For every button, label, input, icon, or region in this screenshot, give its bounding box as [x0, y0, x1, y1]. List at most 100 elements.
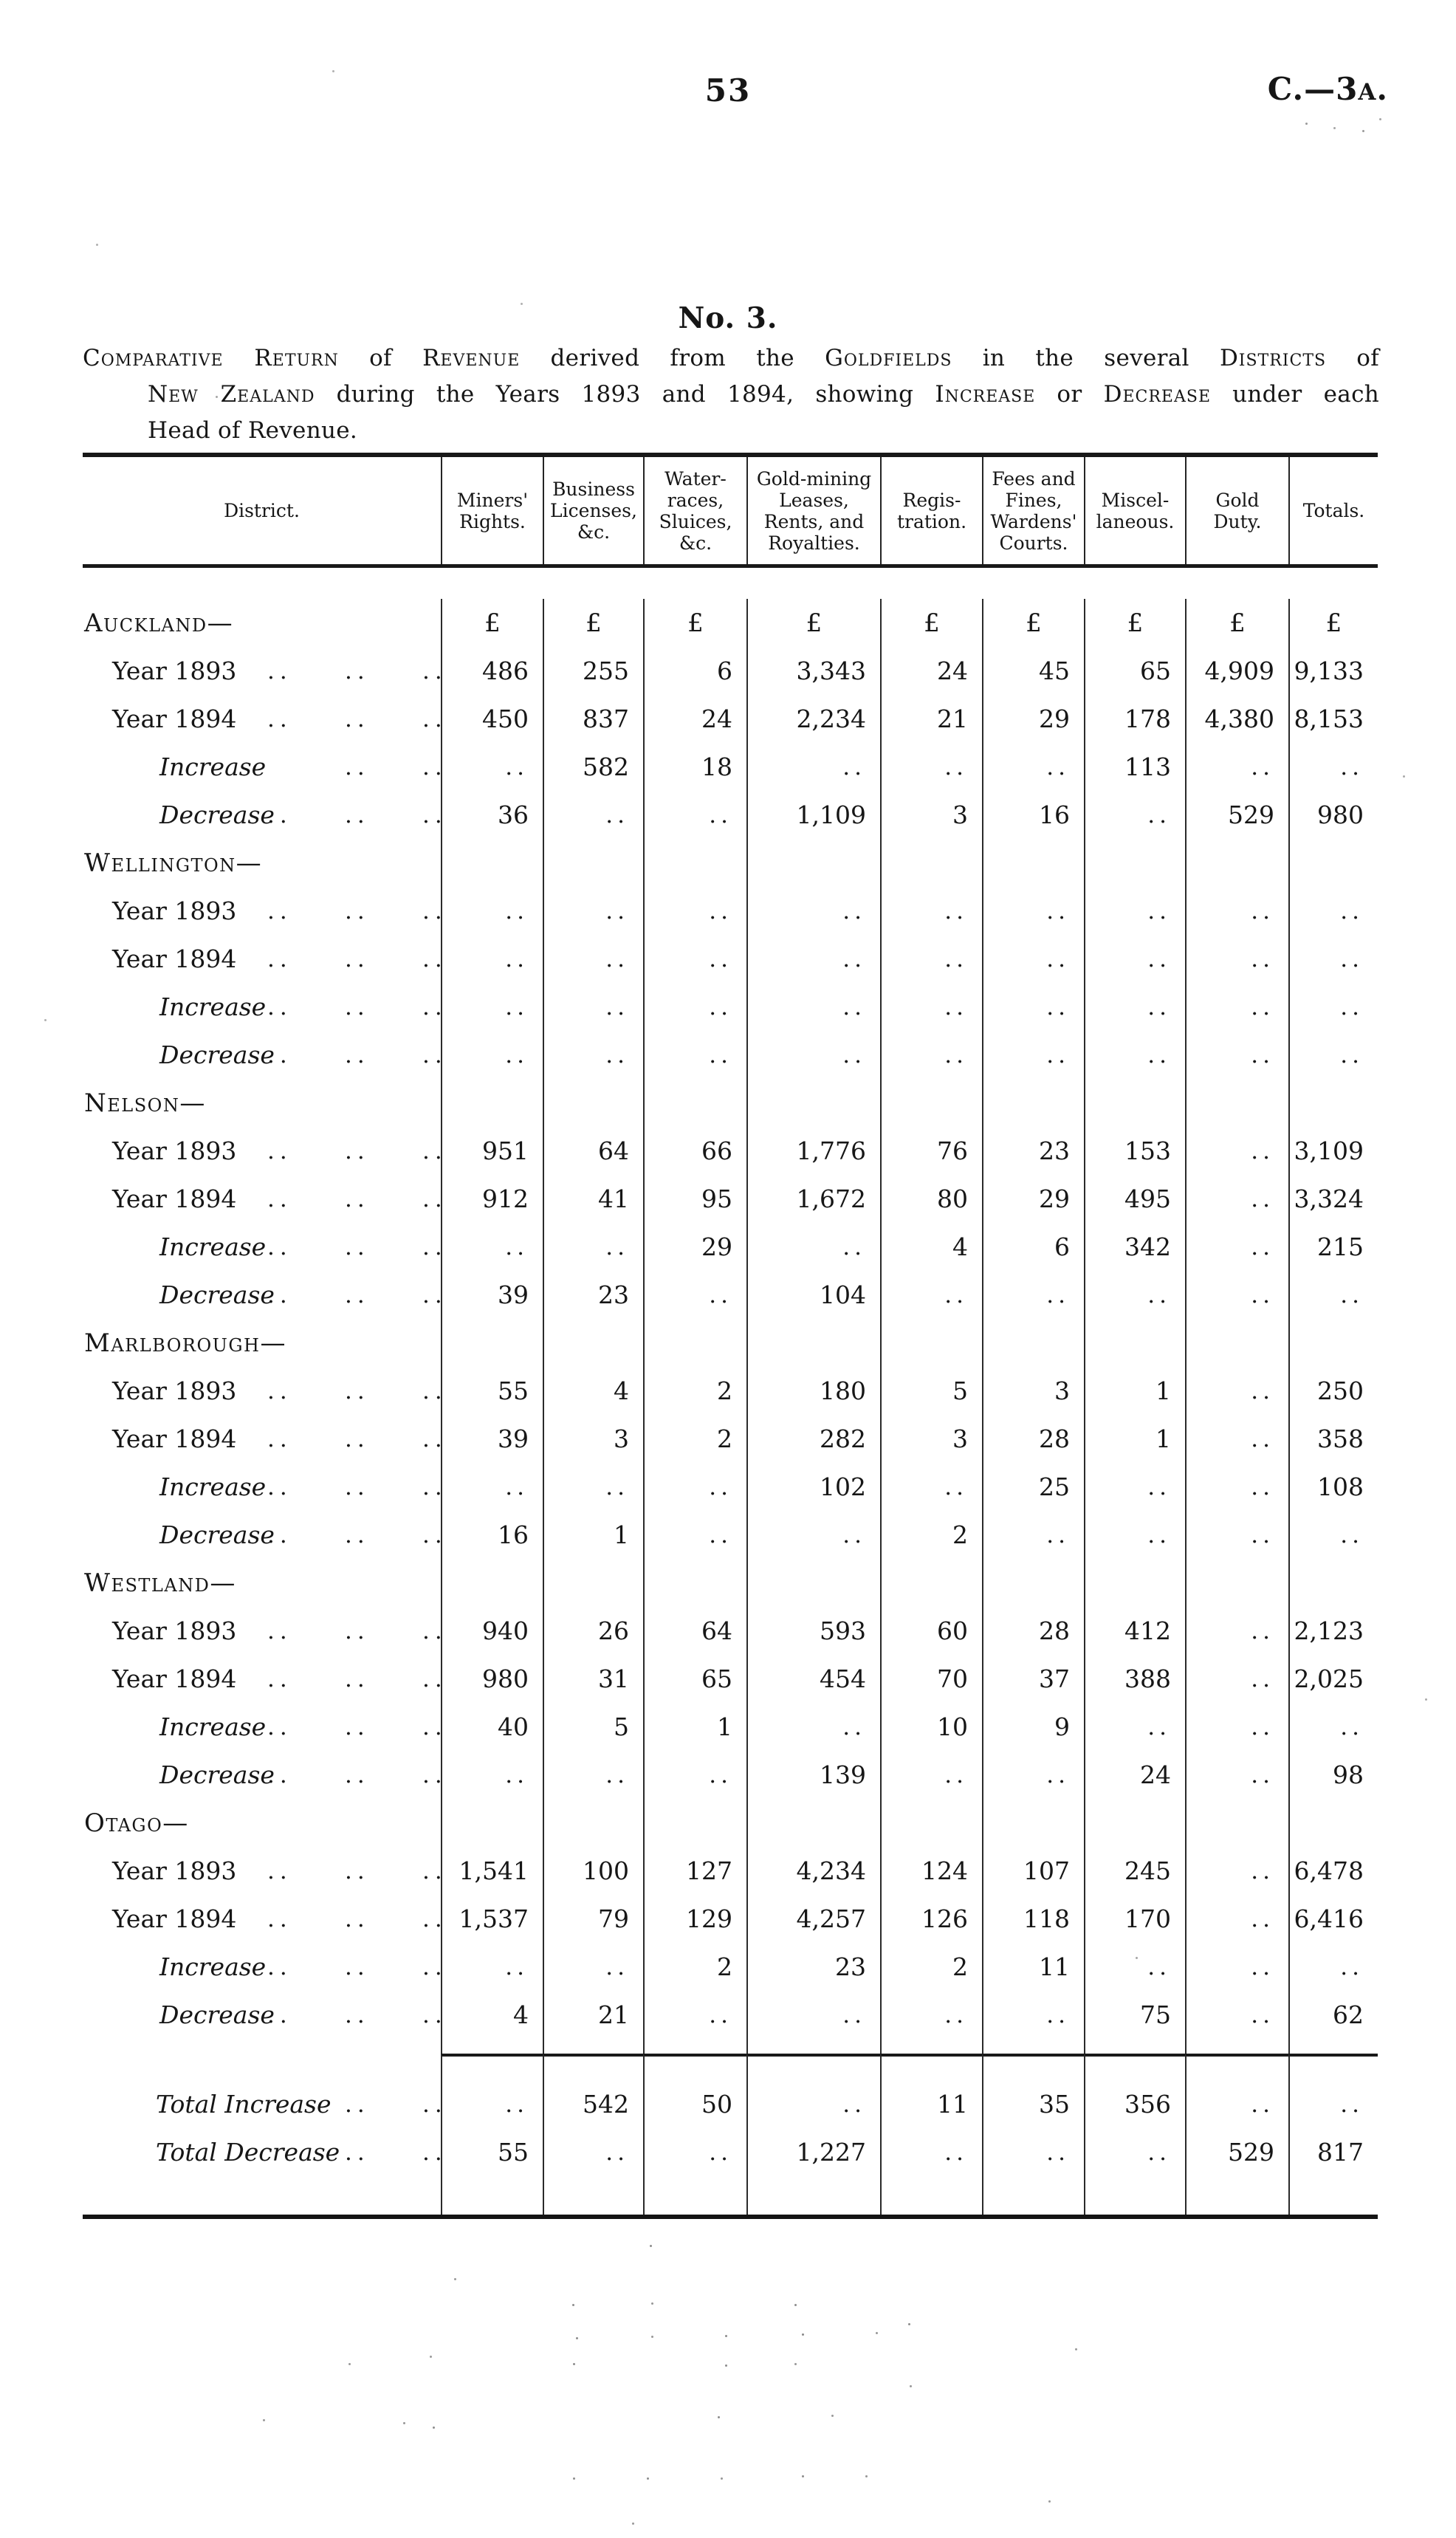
value-cell-empty: .. [1185, 1847, 1288, 1895]
value-cell-empty: .. [746, 1511, 880, 1559]
leader-dots: .. [267, 1521, 292, 1548]
value-cell-empty: .. [982, 743, 1084, 791]
leader-dots: .. [345, 1233, 370, 1261]
scan-speckles [0, 0, 2, 2]
data-row: Year 1894...... 1,537 79 129 4,257 126 118 170.… [83, 1895, 1378, 1943]
district-cell: Increase...... [83, 1703, 442, 1751]
leader-dots: .. [345, 1617, 370, 1644]
section-row: Nelson— [83, 1079, 1378, 1127]
page-number: 53 [704, 72, 752, 109]
leader-dots: .. [422, 657, 447, 685]
value-cell-empty: .. [1185, 935, 1288, 983]
district-cell: Year 1893...... [83, 1607, 442, 1655]
value-cell: 102 [746, 1463, 880, 1511]
value-cell: 126 [880, 1895, 982, 1943]
leader-dots: .. [345, 2091, 370, 2118]
value-cell: 28 [982, 1415, 1084, 1463]
caption-line: Comparative Return of Revenue derived fr… [83, 340, 1379, 377]
value-cell-empty: .. [1185, 1703, 1288, 1751]
value-cell: 18 [643, 743, 746, 791]
leader-dots: .. [422, 1665, 447, 1692]
leader-dots: .. [267, 993, 292, 1021]
value-cell: 62 [1288, 1991, 1378, 2039]
value-cell: 2 [643, 1367, 746, 1415]
spacer-cell [746, 2176, 880, 2215]
district-cell: Increase...... [83, 1223, 442, 1271]
value-cell: 180 [746, 1367, 880, 1415]
value-cell-empty: .. [1084, 1943, 1185, 1991]
row-label: Year 1894 [112, 1424, 237, 1453]
page-reference-prefix: C.—3 [1267, 71, 1359, 107]
caption-smallcaps-text: Decrease [1103, 381, 1211, 408]
caption-smallcaps-text: New Zealand [148, 381, 315, 408]
row-label: Decrease [159, 1280, 275, 1309]
value-cell: 2,025 [1288, 1655, 1378, 1703]
value-cell: 3 [880, 1415, 982, 1463]
row-label: Total Increase [156, 2090, 332, 2119]
value-cell: 39 [441, 1415, 543, 1463]
district-label: Auckland— [84, 608, 234, 638]
leader-dots: .. [345, 1905, 370, 1932]
value-cell-empty: .. [441, 1751, 543, 1799]
value-cell: 5 [543, 1703, 643, 1751]
caption-text: in the several [952, 345, 1220, 371]
caption-smallcaps-text: Comparative Return [83, 345, 339, 371]
leader-dots: .. [345, 1665, 370, 1692]
value-cell-empty: .. [1084, 1463, 1185, 1511]
district-cell: Decrease...... [83, 1031, 442, 1079]
leader-dots: .. [422, 1041, 447, 1069]
value-cell-empty: .. [880, 935, 982, 983]
leader-dots: .. [422, 993, 447, 1021]
value-cell: 39 [441, 1271, 543, 1319]
value-cell: 9,133 [1288, 647, 1378, 695]
value-cell: 454 [746, 1655, 880, 1703]
value-cell-empty: .. [880, 887, 982, 935]
data-row: Increase........................ [83, 983, 1378, 1031]
value-cell [441, 1559, 543, 1607]
row-label: Increase [159, 1712, 267, 1741]
district-cell: Marlborough— [83, 1319, 441, 1367]
caption-text: derived from the [520, 345, 825, 371]
value-cell-empty: .. [643, 1031, 746, 1079]
leader-dots: .. [345, 1377, 370, 1405]
data-row: Decrease...... 36.... 1,109 3 16.. 529 980 [83, 791, 1378, 839]
spacer-cell [1288, 2176, 1378, 2215]
value-cell [1288, 1319, 1378, 1367]
currency-symbol-cell: £ [982, 599, 1084, 647]
value-cell-empty: .. [1185, 1943, 1288, 1991]
separator-cell [746, 2054, 880, 2080]
value-cell-empty: .. [880, 983, 982, 1031]
district-cell: Year 1894...... [83, 695, 442, 743]
value-cell: 170 [1084, 1895, 1185, 1943]
district-cell: Decrease...... [83, 1991, 442, 2039]
district-cell: Increase.... [83, 743, 442, 791]
district-cell: Otago— [83, 1799, 441, 1847]
value-cell: 100 [543, 1847, 643, 1895]
caption-smallcaps-text: Districts [1219, 345, 1327, 371]
data-row: Decrease............ 139.... 24.. 98 [83, 1751, 1378, 1799]
value-cell: 23 [982, 1127, 1084, 1175]
value-cell-empty: .. [880, 1751, 982, 1799]
spacer-cell [643, 2176, 746, 2215]
value-cell-empty: .. [1288, 2080, 1378, 2128]
value-cell-empty: .. [441, 1463, 543, 1511]
data-row: Year 1894...... 912 41 95 1,672 80 29 495.. 3,32… [83, 1175, 1378, 1223]
value-cell: 255 [543, 647, 643, 695]
row-label: Decrease [159, 1760, 275, 1789]
district-cell: Decrease...... [83, 791, 442, 839]
value-cell: 6 [643, 647, 746, 695]
page-reference-smallcap: A [1358, 79, 1377, 106]
leader-dots: .. [345, 1713, 370, 1740]
value-cell: 3,109 [1288, 1127, 1378, 1175]
leader-dots: .. [267, 1905, 292, 1932]
value-cell-empty: .. [982, 1511, 1084, 1559]
value-cell: 21 [880, 695, 982, 743]
data-row: Increase.......... 2 23 2 11...... [83, 1943, 1378, 1991]
value-cell: 1 [1084, 1367, 1185, 1415]
value-cell: 2 [880, 1511, 982, 1559]
leader-dots: .. [267, 801, 292, 829]
value-cell: 26 [543, 1607, 643, 1655]
spacer-cell [543, 2176, 643, 2215]
column-header: Business Licenses, &c. [543, 457, 643, 564]
column-header: Miscel- laneous. [1084, 457, 1185, 564]
